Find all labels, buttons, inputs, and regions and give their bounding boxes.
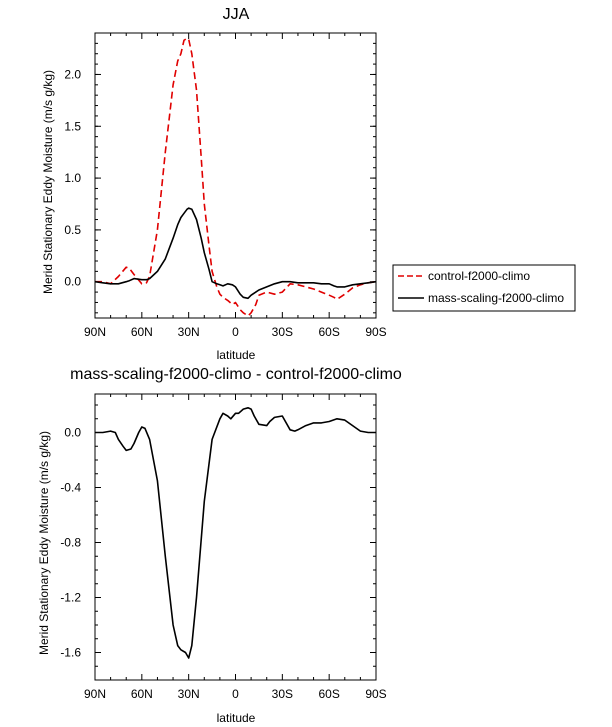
- x-tick-label: 60S: [318, 687, 339, 701]
- y-tick-label: -1.6: [60, 646, 81, 660]
- legend-label-mass-scaling: mass-scaling-f2000-climo: [428, 291, 564, 305]
- x-tick-label: 60N: [131, 687, 153, 701]
- y-tick-label: 0.0: [64, 275, 81, 289]
- plot-frame: [94, 32, 377, 319]
- legend-box: [392, 264, 576, 312]
- series-line-difference: [95, 406, 376, 659]
- top-x-axis-label: latitude: [217, 348, 256, 362]
- top-plot-area: 90N 60N 30N 0 30S 60S 90S 0.0 0.5 1.0 1.5 2.0: [64, 32, 387, 339]
- x-tick-label: 0: [232, 325, 239, 339]
- x-tick-label: 0: [232, 687, 239, 701]
- series-line-control-f2000-climo: [95, 37, 377, 317]
- top-y-axis-label: Merid Stationary Eddy Moisture (m/s g/kg…: [41, 70, 55, 294]
- x-tick-label: 30S: [272, 687, 293, 701]
- legend-label-control: control-f2000-climo: [428, 269, 530, 283]
- x-tick-label: 30N: [178, 325, 200, 339]
- series-line-mass-scaling-f2000-climo: [94, 207, 377, 300]
- y-tick-label: -1.2: [60, 591, 81, 605]
- x-tick-label: 60N: [131, 325, 153, 339]
- y-tick-label: -0.4: [60, 481, 81, 495]
- bottom-panel: mass-scaling-f2000-climo - control-f2000…: [37, 366, 402, 725]
- bottom-x-axis-label: latitude: [217, 711, 256, 725]
- y-tick-label: -0.8: [60, 536, 81, 550]
- x-tick-label: 30N: [178, 687, 200, 701]
- x-tick-label: 90S: [365, 687, 386, 701]
- y-tick-label: 1.0: [64, 171, 81, 185]
- top-legend: control-f2000-climo mass-scaling-f2000-c…: [392, 264, 576, 312]
- y-tick-label: 1.5: [64, 119, 81, 133]
- top-chart-title: JJA: [223, 6, 250, 23]
- x-tick-label: 30S: [272, 325, 293, 339]
- bottom-plot-area: 90N 60N 30N 0 30S 60S 90S 0.0 -0.4 -0.8 -1.2 -1.6: [60, 393, 387, 701]
- bottom-y-axis-label: Merid Stationary Eddy Moisture (m/s g/kg…: [37, 431, 51, 655]
- y-tick-label: 0.0: [64, 426, 81, 440]
- top-panel: JJA 90N 60N 30N 0 30S 60S 90S 0.0 0.5 1.0 1.5 2.0 l…: [41, 6, 576, 362]
- x-tick-label: 60S: [318, 325, 339, 339]
- x-tick-label: 90N: [84, 325, 106, 339]
- x-tick-label: 90N: [84, 687, 106, 701]
- x-tick-label: 90S: [365, 325, 386, 339]
- y-tick-label: 0.5: [64, 223, 81, 237]
- bottom-chart-title: mass-scaling-f2000-climo - control-f2000…: [70, 366, 402, 383]
- y-tick-label: 2.0: [64, 67, 81, 81]
